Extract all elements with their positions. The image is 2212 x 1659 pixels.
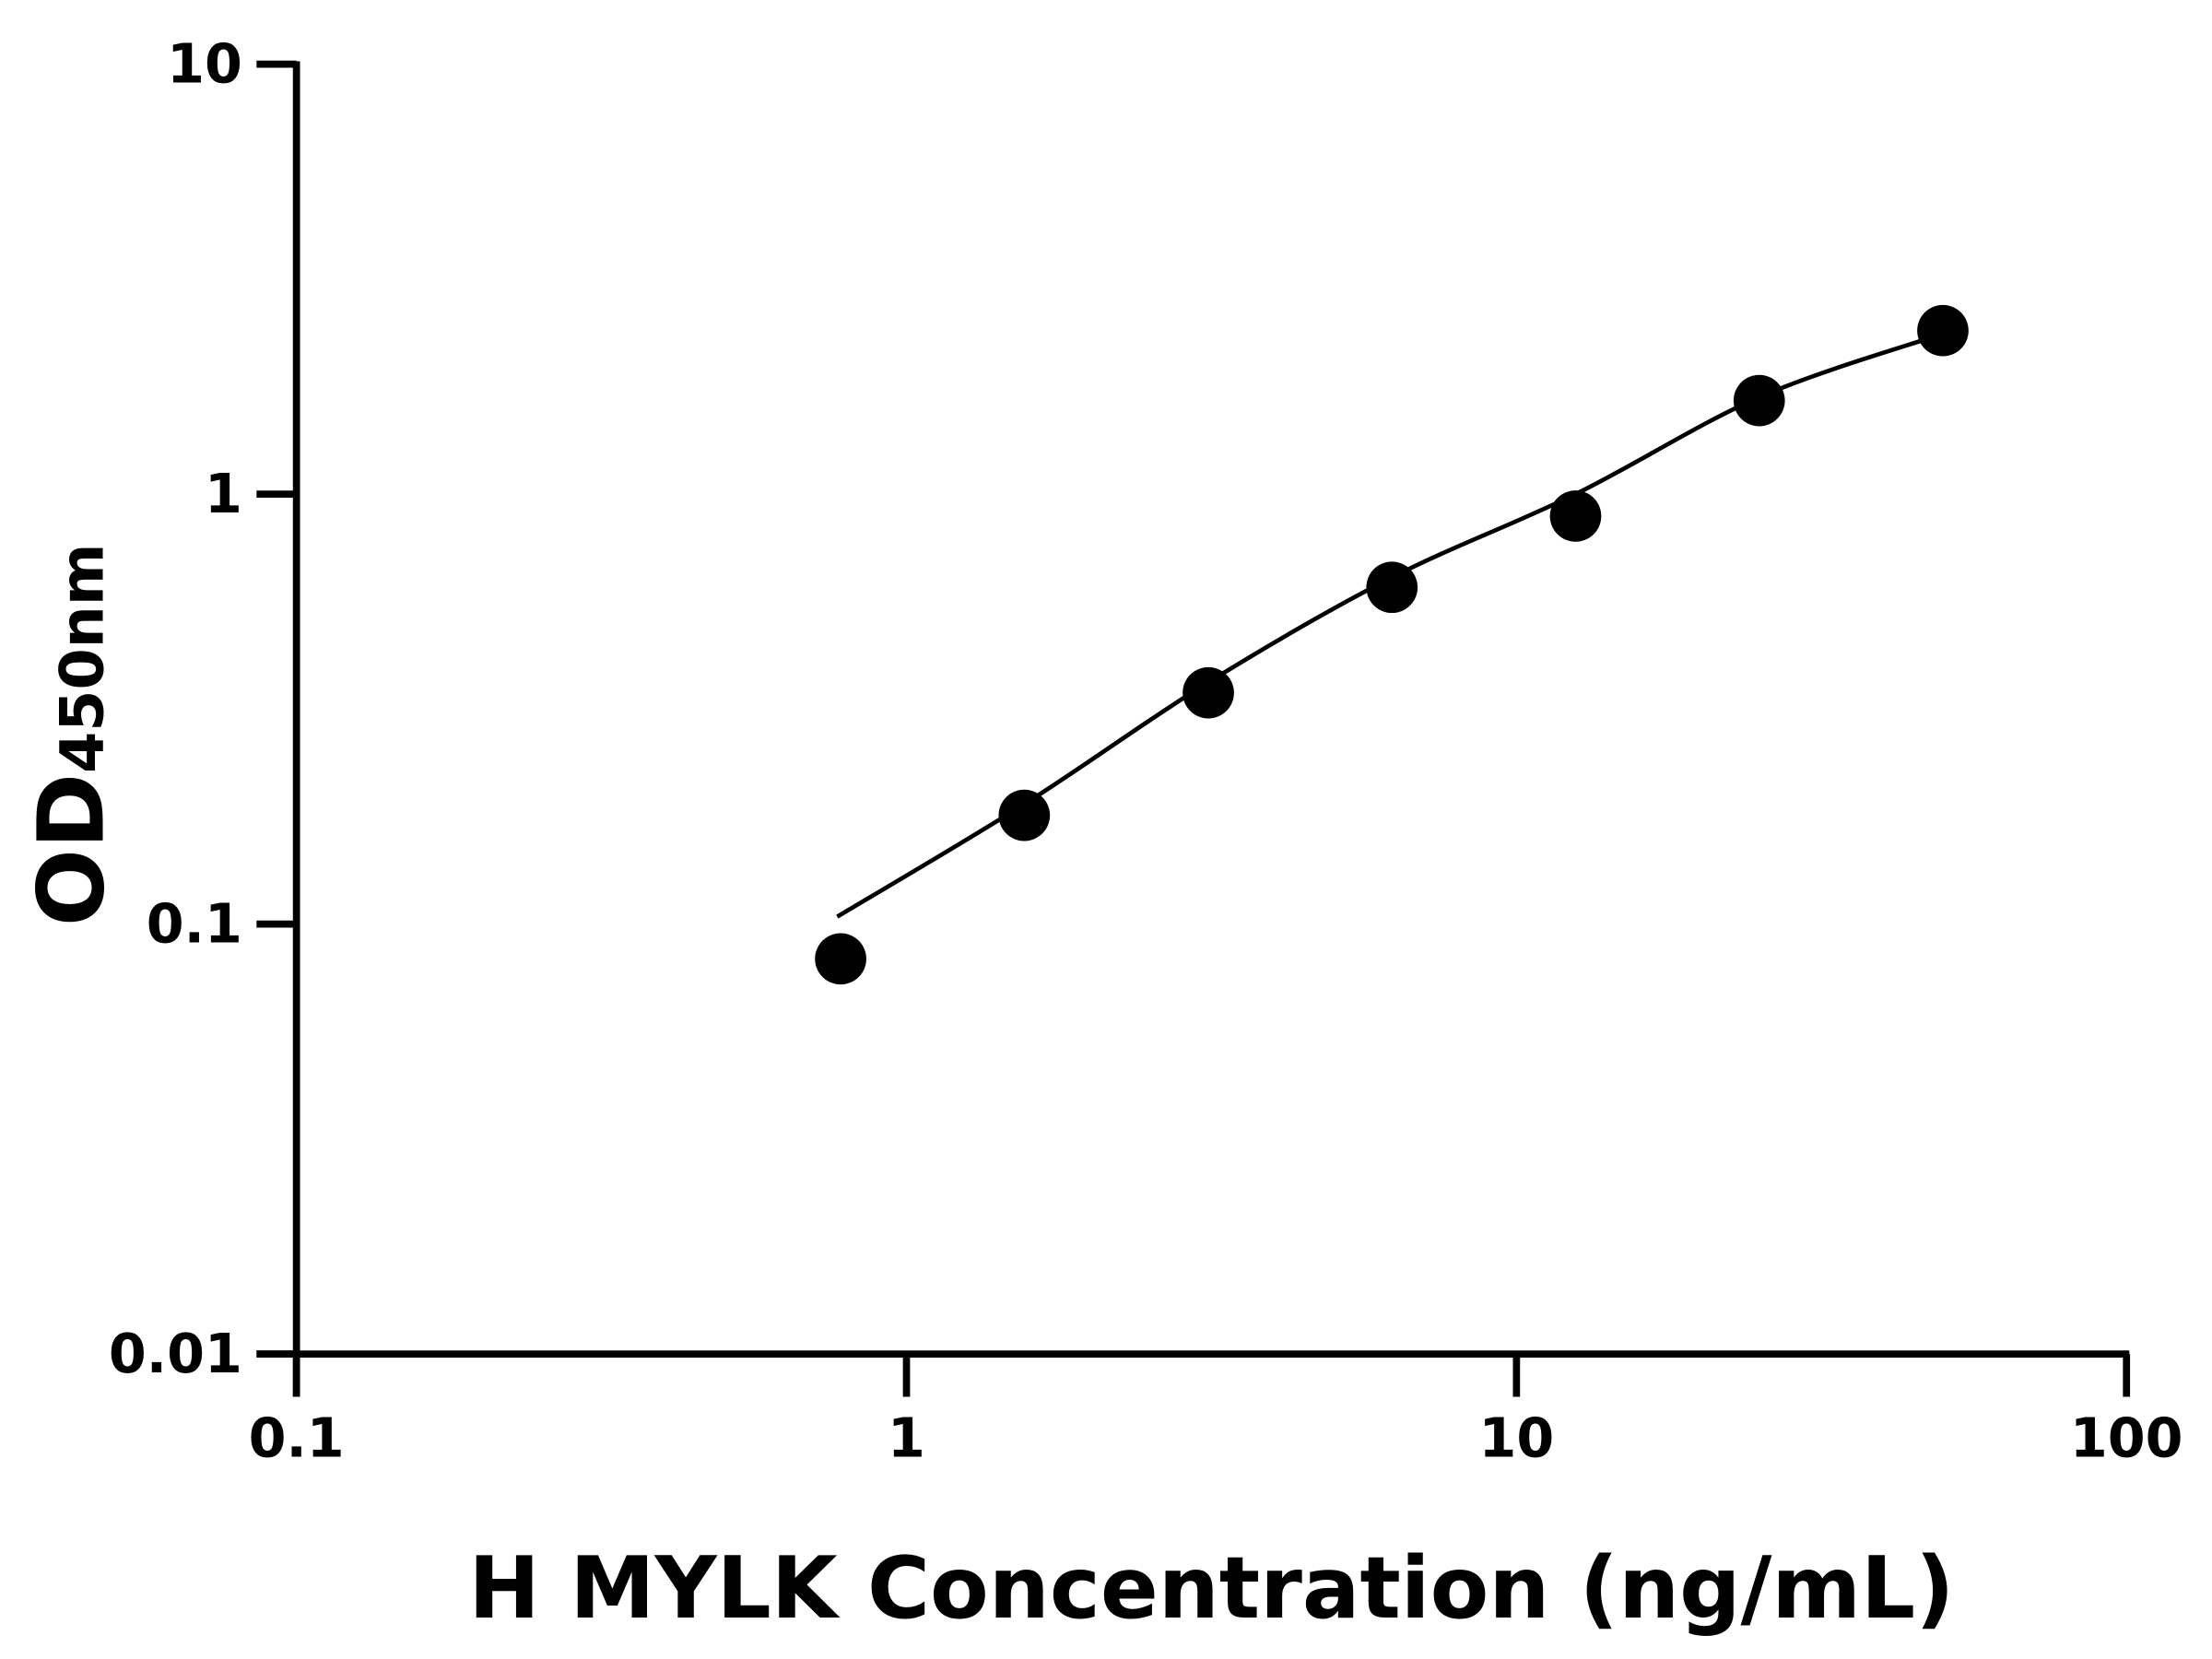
x-tick-label: 100 <box>2070 1406 2183 1469</box>
data-point <box>1549 490 1602 542</box>
x-tick-label: 0.1 <box>249 1406 345 1469</box>
data-point <box>815 933 866 985</box>
data-point <box>1917 304 1969 357</box>
y-axis-label-sub: 450nm <box>48 543 117 772</box>
data-point <box>1733 374 1785 427</box>
data-point <box>998 789 1051 841</box>
y-tick-label: 10 <box>167 32 242 96</box>
x-tick-label: 1 <box>888 1406 925 1469</box>
y-tick-label: 0.1 <box>147 892 242 956</box>
y-tick-label: 1 <box>205 462 242 525</box>
data-points <box>815 304 1969 985</box>
y-axis-label-main: OD <box>18 773 124 926</box>
data-point <box>1182 666 1234 719</box>
x-tick-label: 10 <box>1478 1406 1554 1469</box>
svg-text:OD450nm: OD450nm <box>18 543 124 926</box>
y-tick-label: 0.01 <box>109 1322 242 1385</box>
x-axis-label: H MYLK Concentration (ng/mL) <box>468 1538 1954 1638</box>
y-axis-label: OD450nm <box>18 543 124 926</box>
data-point <box>1366 561 1418 614</box>
